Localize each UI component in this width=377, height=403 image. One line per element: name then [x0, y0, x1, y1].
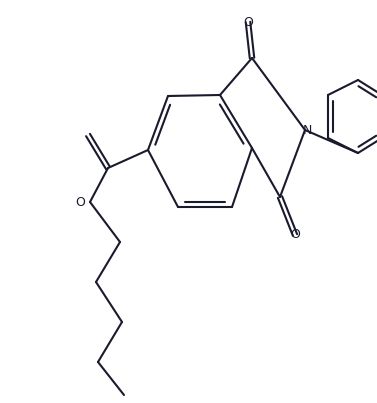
- Text: O: O: [243, 15, 253, 29]
- Text: N: N: [302, 123, 312, 137]
- Text: O: O: [290, 229, 300, 241]
- Text: O: O: [75, 195, 85, 208]
